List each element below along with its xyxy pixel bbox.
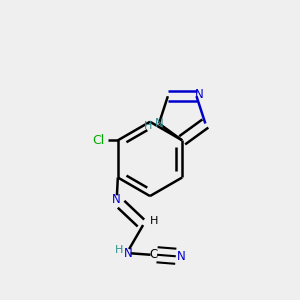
Text: N: N bbox=[177, 250, 186, 263]
Text: N: N bbox=[124, 247, 133, 260]
Text: Cl: Cl bbox=[92, 134, 105, 147]
Text: N: N bbox=[154, 117, 164, 130]
Text: N: N bbox=[112, 193, 121, 206]
Text: H: H bbox=[115, 245, 124, 255]
Text: C: C bbox=[149, 248, 158, 261]
Text: H: H bbox=[143, 121, 152, 131]
Text: H: H bbox=[150, 217, 159, 226]
Text: N: N bbox=[194, 88, 203, 101]
